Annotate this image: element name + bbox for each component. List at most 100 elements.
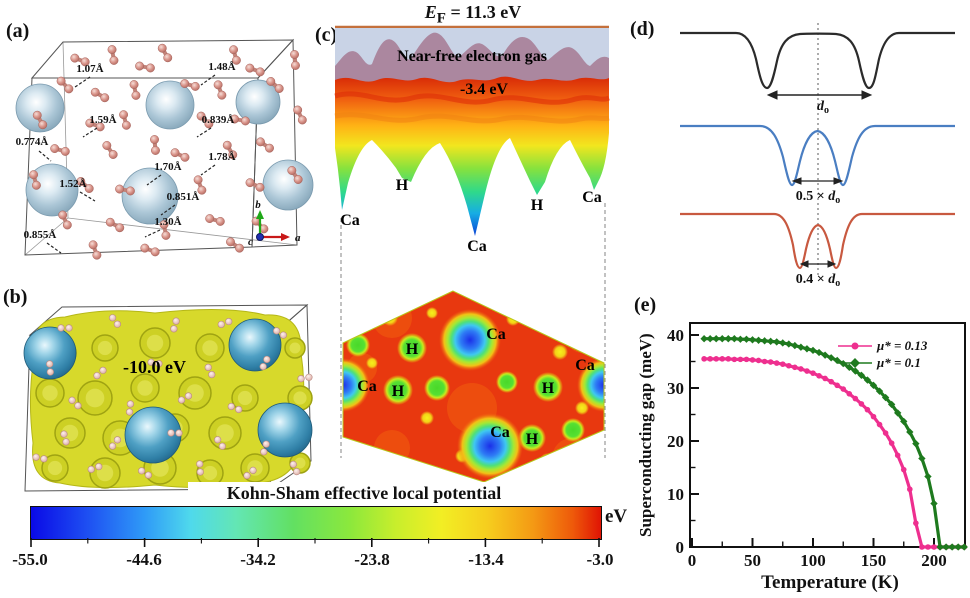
data-point xyxy=(743,356,750,363)
data-point xyxy=(919,544,925,550)
cavity-core xyxy=(146,334,164,352)
h-atom xyxy=(84,184,94,193)
h-atom xyxy=(196,460,204,468)
x-tick-label: 200 xyxy=(921,551,947,570)
data-point xyxy=(748,336,757,344)
legend-label: μ* = 0.1 xyxy=(876,355,921,370)
panel-a-crystal-structure: 1.07Å 1.48Å 1.59Å 0.839Å 0.774Å 1.78Å 1.52Å 1.7… xyxy=(15,38,314,260)
bond-leader-line xyxy=(82,127,98,138)
contour-h-site xyxy=(397,333,427,363)
surface-atom-label: Ca xyxy=(467,238,487,255)
surface-ridge xyxy=(334,91,611,105)
ca-atom xyxy=(257,402,313,458)
h-atom xyxy=(228,150,238,160)
h-atom xyxy=(290,50,299,59)
data-point xyxy=(730,335,739,343)
h-atom xyxy=(297,375,305,383)
h-atom xyxy=(68,396,76,404)
bond-length-label: 1.59Å xyxy=(89,114,116,126)
electron-gas-mountains xyxy=(335,32,609,85)
y-tick-label: 40 xyxy=(667,326,684,345)
h-atom xyxy=(273,327,281,335)
h-atom xyxy=(74,402,82,410)
h-atom xyxy=(145,63,155,73)
h-atom xyxy=(131,90,141,100)
x-tick-label: 0 xyxy=(688,551,697,570)
panel-d-wells: do 0.5 × do 0.4 × do xyxy=(680,23,955,289)
h-atom xyxy=(113,320,122,328)
map-atom-label: Ca xyxy=(575,357,595,374)
h-atom xyxy=(293,468,301,476)
y-tick-label: 0 xyxy=(676,538,685,557)
well-curve-red xyxy=(680,212,955,270)
h-atom xyxy=(85,118,95,128)
series-line xyxy=(704,337,965,549)
h-atom xyxy=(115,184,125,194)
h-atom xyxy=(70,53,80,63)
bond-leader-line xyxy=(144,229,161,238)
h-atom xyxy=(76,177,86,186)
h-atom xyxy=(64,84,74,94)
colorbar-tick-label: -44.6 xyxy=(126,550,162,569)
data-point xyxy=(960,543,968,551)
ca-atoms xyxy=(15,79,314,225)
h-atom xyxy=(289,460,297,468)
h-atom xyxy=(113,436,122,444)
bond-length-label: 0.839Å xyxy=(202,114,235,126)
surface-atom-label: Ca xyxy=(582,189,602,206)
panel-label-c: (c) xyxy=(315,24,338,46)
contour-h-site xyxy=(424,375,450,401)
data-point xyxy=(754,336,763,344)
h-atom xyxy=(180,79,190,89)
h-atom xyxy=(60,146,70,156)
h-atom xyxy=(213,80,223,90)
h-atom xyxy=(115,223,125,233)
map-atom-label: H xyxy=(526,431,539,448)
h-atom xyxy=(231,55,241,65)
map-atom-label: H xyxy=(392,383,405,400)
h-atom xyxy=(126,400,135,408)
contour-h-site xyxy=(533,372,563,402)
data-point xyxy=(719,356,726,362)
h-atom xyxy=(197,185,207,195)
fermi-subscript: F xyxy=(436,10,446,27)
h-atom xyxy=(180,152,190,162)
data-point xyxy=(707,356,713,362)
h-atom xyxy=(215,216,225,226)
plot-frame xyxy=(689,322,966,548)
h-atom xyxy=(293,105,303,115)
h-atom xyxy=(147,358,155,366)
h-atom xyxy=(62,438,70,446)
data-point xyxy=(797,343,805,351)
data-point xyxy=(900,466,907,473)
h-atom xyxy=(151,146,160,155)
data-point xyxy=(948,543,956,551)
bond-leader-line xyxy=(146,174,162,186)
well-width-label-1: do xyxy=(817,99,829,116)
fermi-level-title: EF = 11.3 eV xyxy=(378,2,568,28)
contour-orange-blob xyxy=(372,298,412,338)
h-atom xyxy=(56,76,66,86)
h-atom xyxy=(125,408,134,416)
data-point xyxy=(936,543,944,551)
h-atom xyxy=(167,429,175,437)
y-tick-label: 20 xyxy=(667,432,684,451)
legend-label: μ* = 0.13 xyxy=(876,338,928,353)
data-point xyxy=(907,486,913,493)
colorbar-title: Kohn-Sham effective local potential xyxy=(188,482,540,505)
h-atom xyxy=(208,370,216,379)
colorbar-tick-label: -3.0 xyxy=(586,550,614,569)
ca-atom xyxy=(121,167,179,225)
h-atom xyxy=(161,230,171,240)
h-atom xyxy=(205,214,215,224)
h-atom xyxy=(190,81,200,91)
data-point xyxy=(761,358,768,365)
h-atom xyxy=(297,115,307,125)
ca-atom xyxy=(25,163,79,217)
h-atom xyxy=(229,45,239,55)
well-curve-blue xyxy=(680,124,955,187)
h-atom xyxy=(29,170,39,180)
x-tick-label: 50 xyxy=(744,551,761,570)
h-atom xyxy=(214,436,222,444)
